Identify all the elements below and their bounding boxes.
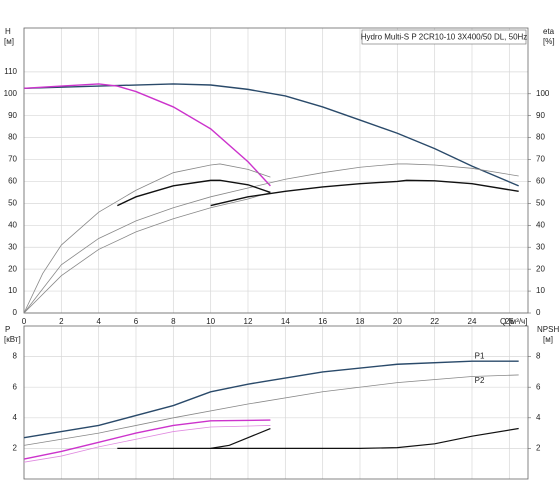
series-line bbox=[117, 427, 271, 449]
series-line bbox=[210, 179, 519, 207]
y2-unit: [%] bbox=[543, 37, 555, 46]
x-tick-label: 6 bbox=[134, 317, 139, 326]
y-unit: [м] bbox=[4, 37, 14, 46]
x-tick-label: 12 bbox=[244, 317, 253, 326]
x-tick-label: 20 bbox=[393, 317, 402, 326]
y-unit: [кВт] bbox=[4, 335, 21, 344]
y2-tick-label: 6 bbox=[536, 382, 541, 391]
y2-tick-label: 50 bbox=[536, 198, 545, 207]
x-tick-label: 26 bbox=[505, 317, 514, 326]
y2-tick-label: 80 bbox=[536, 133, 545, 142]
y-tick-label: 10 bbox=[8, 286, 17, 295]
y-tick-label: 100 bbox=[4, 89, 18, 98]
y-tick-label: 2 bbox=[13, 444, 18, 453]
x-tick-label: 24 bbox=[468, 317, 477, 326]
series-line bbox=[117, 179, 271, 207]
x-tick-label: 16 bbox=[318, 317, 327, 326]
series-line bbox=[23, 360, 519, 439]
y2-tick-label: 8 bbox=[536, 352, 541, 361]
series-line bbox=[23, 425, 271, 463]
series-line bbox=[23, 83, 519, 187]
x-tick-label: 22 bbox=[430, 317, 439, 326]
series-line bbox=[23, 374, 519, 446]
y-tick-label: 4 bbox=[13, 413, 18, 422]
y-tick-label: 110 bbox=[4, 67, 17, 76]
y-tick-label: 70 bbox=[8, 155, 17, 164]
series-line bbox=[23, 163, 519, 314]
y2-tick-label: 30 bbox=[536, 242, 545, 251]
y2-label: eta bbox=[543, 27, 555, 36]
y-tick-label: 80 bbox=[8, 133, 17, 142]
x-label: Q [м³/ч] bbox=[500, 317, 527, 326]
y2-tick-label: 70 bbox=[536, 155, 545, 164]
y-tick-label: 50 bbox=[8, 198, 17, 207]
plot-frame bbox=[23, 325, 529, 480]
y-tick-label: 20 bbox=[8, 264, 17, 273]
y-tick-label: 8 bbox=[13, 352, 18, 361]
series-line bbox=[210, 427, 519, 449]
x-tick-label: 10 bbox=[206, 317, 215, 326]
y2-label: NPSH bbox=[537, 325, 559, 334]
title-box bbox=[361, 29, 527, 45]
series-line bbox=[23, 419, 271, 460]
y2-tick-label: 90 bbox=[536, 111, 545, 120]
y2-tick-label: 0 bbox=[536, 308, 541, 317]
y2-unit: [м] bbox=[543, 335, 553, 344]
y2-tick-label: 40 bbox=[536, 220, 545, 229]
x-tick-label: 2 bbox=[59, 317, 64, 326]
series-label: P1 bbox=[475, 351, 485, 360]
y-tick-label: 0 bbox=[13, 308, 18, 317]
x-tick-label: 0 bbox=[22, 317, 27, 326]
series-line bbox=[23, 192, 271, 314]
y-tick-label: 30 bbox=[8, 242, 17, 251]
y2-tick-label: 60 bbox=[536, 177, 545, 186]
y-tick-label: 6 bbox=[13, 382, 18, 391]
y2-tick-label: 4 bbox=[536, 413, 541, 422]
y-label: H bbox=[5, 27, 11, 36]
y-tick-label: 90 bbox=[8, 111, 17, 120]
y-tick-label: 60 bbox=[8, 177, 17, 186]
y2-tick-label: 100 bbox=[536, 89, 550, 98]
series-line bbox=[23, 163, 271, 314]
series-label: P2 bbox=[475, 376, 485, 385]
x-tick-label: 8 bbox=[171, 317, 176, 326]
y2-tick-label: 10 bbox=[536, 286, 545, 295]
y2-tick-label: 20 bbox=[536, 264, 545, 273]
x-tick-label: 14 bbox=[281, 317, 290, 326]
y-tick-label: 40 bbox=[8, 220, 17, 229]
x-tick-label: 4 bbox=[96, 317, 101, 326]
y2-tick-label: 2 bbox=[536, 444, 541, 453]
plot-frame bbox=[23, 27, 529, 314]
y-label: P bbox=[5, 325, 10, 334]
series-line bbox=[23, 83, 271, 187]
chart-title: Hydro Multi-S P 2CR10-10 3X400/50 DL, 50… bbox=[361, 33, 528, 42]
x-tick-label: 18 bbox=[356, 317, 365, 326]
